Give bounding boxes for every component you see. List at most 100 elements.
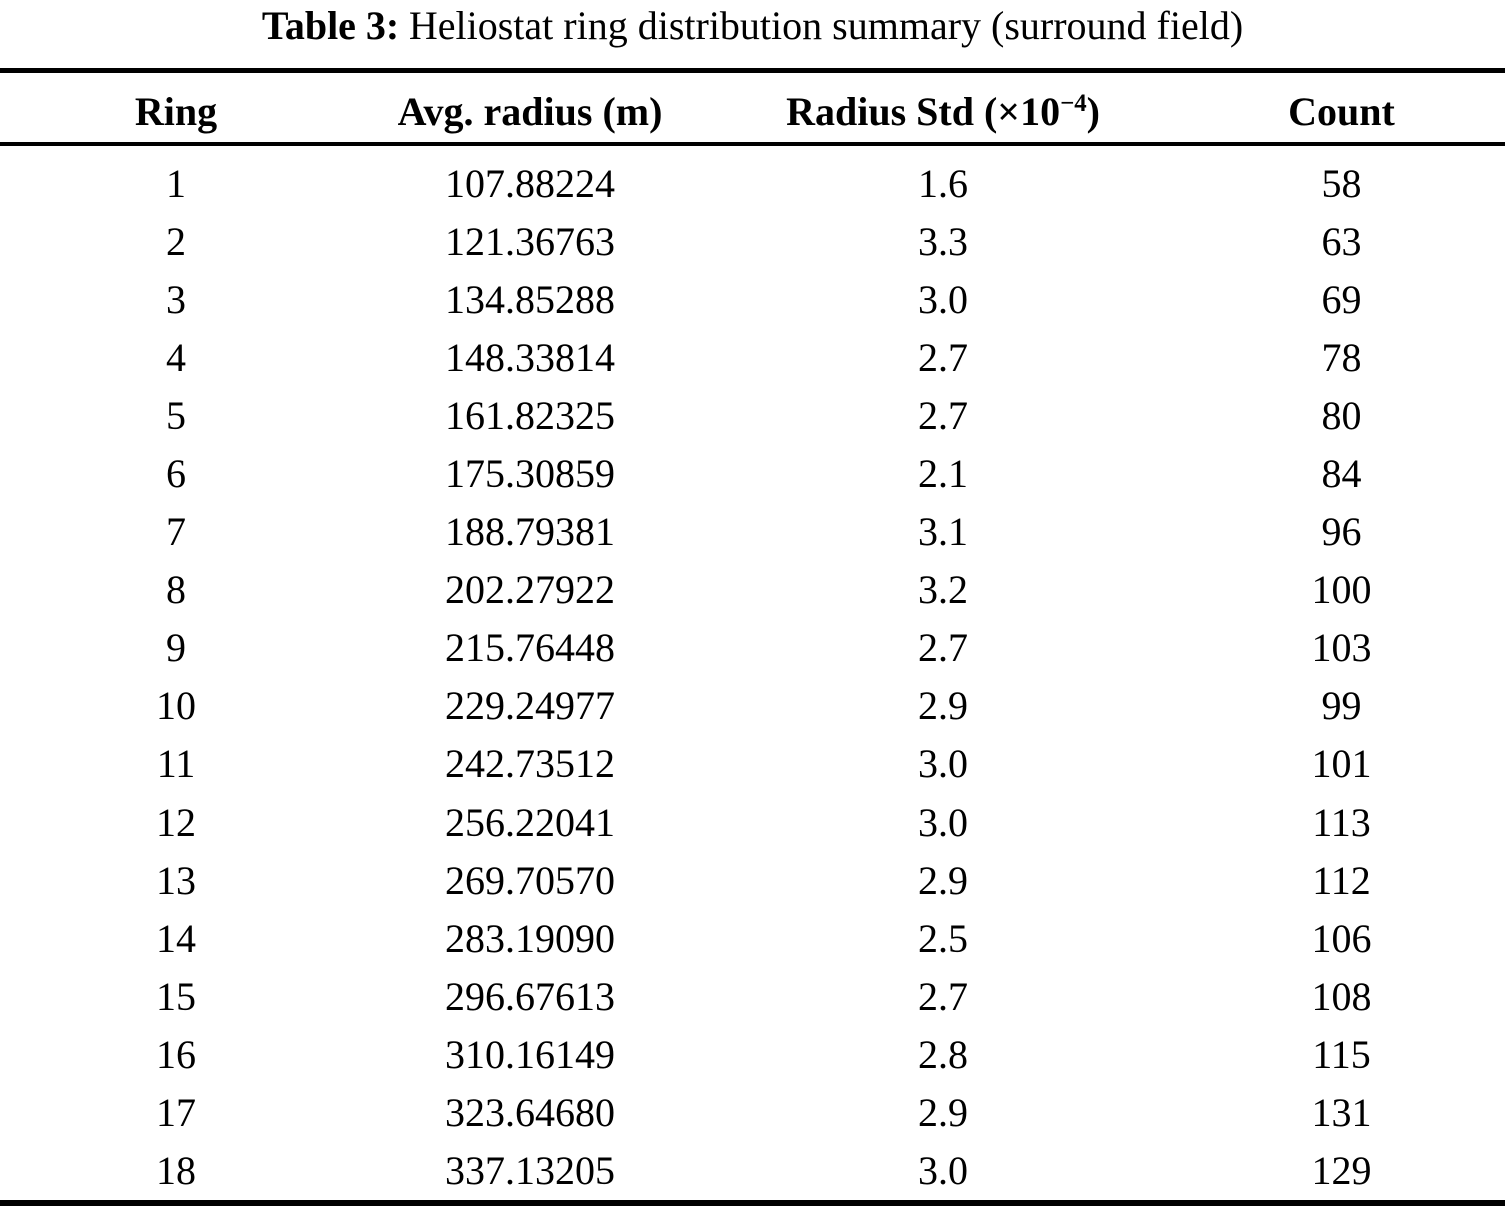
table-cell-count: 78: [1321, 334, 1362, 380]
table-cell-count: 108: [1311, 973, 1372, 1019]
table-cell-ring: 16: [156, 1031, 196, 1077]
table-cell-radius-std: 2.7: [918, 973, 968, 1019]
table-cell-ring: 14: [156, 915, 196, 961]
table-cell-avg-radius: 283.19090: [445, 915, 615, 961]
table-cell-radius-std: 1.6: [918, 160, 968, 206]
column-header-label: Radius Std (×10: [786, 89, 1061, 134]
column-header-count: Count: [1178, 88, 1505, 135]
table-cell-ring: 18: [156, 1148, 196, 1194]
column-header-avg-radius: Avg. radius (m): [352, 88, 708, 135]
table-row: 13 269.70570 2.9 112: [0, 851, 1505, 909]
table-cell-avg-radius: 134.85288: [445, 276, 615, 322]
table-cell-avg-radius: 269.70570: [445, 857, 615, 903]
table-caption-text: Heliostat ring distribution summary (sur…: [408, 3, 1244, 48]
table-cell-avg-radius: 337.13205: [445, 1148, 615, 1194]
table-cell-count: 69: [1321, 276, 1362, 322]
table-cell-radius-std: 2.7: [918, 392, 968, 438]
table-row: 2 121.36763 3.3 63: [0, 212, 1505, 270]
table-cell-ring: 4: [166, 334, 186, 380]
table-row: 6 175.30859 2.1 84: [0, 444, 1505, 502]
column-header-label: Count: [1288, 89, 1395, 134]
table-cell-radius-std: 2.9: [918, 683, 968, 729]
table-cell-radius-std: 3.0: [918, 741, 968, 787]
table-cell-avg-radius: 215.76448: [445, 625, 615, 671]
table-cell-radius-std: 3.3: [918, 218, 968, 264]
table-cell-count: 100: [1311, 567, 1372, 613]
table-cell-count: 96: [1321, 509, 1362, 555]
table-row: 7 188.79381 3.1 96: [0, 503, 1505, 561]
table-cell-avg-radius: 121.36763: [445, 218, 615, 264]
column-header-label: Avg. radius (m): [397, 89, 663, 134]
table-cell-radius-std: 2.9: [918, 857, 968, 903]
column-header-label: Ring: [134, 89, 218, 134]
table-cell-count: 58: [1321, 160, 1362, 206]
table-cell-count: 113: [1312, 799, 1371, 845]
table-cell-avg-radius: 175.30859: [445, 451, 615, 497]
table-cell-radius-std: 3.0: [918, 799, 968, 845]
table-row: 9 215.76448 2.7 103: [0, 619, 1505, 677]
table-row: 12 256.22041 3.0 113: [0, 793, 1505, 851]
table-cell-count: 106: [1311, 915, 1372, 961]
table-row: 17 323.64680 2.9 131: [0, 1084, 1505, 1142]
table-row: 18 337.13205 3.0 129: [0, 1142, 1505, 1200]
table-cell-ring: 3: [166, 276, 186, 322]
table-cell-radius-std: 3.2: [918, 567, 968, 613]
table-cell-count: 101: [1311, 741, 1372, 787]
table-cell-ring: 13: [156, 857, 196, 903]
table-row: 3 134.85288 3.0 69: [0, 270, 1505, 328]
table-row: 16 310.16149 2.8 115: [0, 1025, 1505, 1083]
table-cell-ring: 15: [156, 973, 196, 1019]
table-row: 8 202.27922 3.2 100: [0, 561, 1505, 619]
table-cell-radius-std: 2.7: [918, 625, 968, 671]
table-cell-avg-radius: 148.33814: [445, 334, 615, 380]
table-top-rule: [0, 68, 1505, 73]
table-cell-avg-radius: 323.64680: [445, 1090, 615, 1136]
table-cell-ring: 6: [166, 451, 186, 497]
table-cell-count: 103: [1311, 625, 1372, 671]
table-cell-ring: 10: [156, 683, 196, 729]
table-cell-avg-radius: 242.73512: [445, 741, 615, 787]
table-cell-avg-radius: 202.27922: [445, 567, 615, 613]
table-row: 10 229.24977 2.9 99: [0, 677, 1505, 735]
table-cell-ring: 12: [156, 799, 196, 845]
table-cell-ring: 2: [166, 218, 186, 264]
table-body: 1 107.88224 1.6 58 2 121.36763 3.3 63 3 134.85288…: [0, 146, 1505, 1200]
table-cell-count: 80: [1321, 392, 1362, 438]
table-mid-rule: [0, 142, 1505, 146]
table-row: 14 283.19090 2.5 106: [0, 909, 1505, 967]
table-cell-radius-std: 3.1: [918, 509, 968, 555]
table-row: 15 296.67613 2.7 108: [0, 967, 1505, 1025]
table-cell-count: 115: [1312, 1031, 1371, 1077]
table-cell-radius-std: 2.5: [918, 915, 968, 961]
table-cell-ring: 17: [156, 1090, 196, 1136]
table-cell-count: 63: [1321, 218, 1362, 264]
table-header-row: Ring Avg. radius (m) Radius Std (×10−4) Cou…: [0, 73, 1505, 142]
column-header-superscript: −4: [1060, 90, 1087, 118]
table-row: 5 161.82325 2.7 80: [0, 386, 1505, 444]
table-cell-radius-std: 2.9: [918, 1090, 968, 1136]
column-header-radius-std: Radius Std (×10−4): [708, 88, 1178, 135]
table-cell-count: 131: [1311, 1090, 1372, 1136]
table-caption: Table 3: Heliostat ring distribution sum…: [0, 0, 1505, 68]
table-cell-count: 129: [1311, 1148, 1372, 1194]
table-cell-radius-std: 2.8: [918, 1031, 968, 1077]
table-cell-count: 84: [1321, 451, 1362, 497]
table-cell-radius-std: 3.0: [918, 276, 968, 322]
table-row: 1 107.88224 1.6 58: [0, 154, 1505, 212]
column-header-suffix: ): [1086, 89, 1100, 134]
table-cell-ring: 1: [166, 160, 186, 206]
table-cell-ring: 9: [166, 625, 186, 671]
table-row: 4 148.33814 2.7 78: [0, 328, 1505, 386]
table-cell-ring: 11: [156, 741, 196, 787]
column-header-ring: Ring: [0, 88, 352, 135]
table-cell-avg-radius: 256.22041: [445, 799, 615, 845]
table-cell-avg-radius: 188.79381: [445, 509, 615, 555]
table-row: 11 242.73512 3.0 101: [0, 735, 1505, 793]
table-bottom-rule: [0, 1199, 1505, 1206]
table-cell-count: 112: [1312, 857, 1371, 903]
table-cell-avg-radius: 229.24977: [445, 683, 615, 729]
table-cell-ring: 8: [166, 567, 186, 613]
table-cell-avg-radius: 107.88224: [445, 160, 615, 206]
table-cell-radius-std: 3.0: [918, 1148, 968, 1194]
